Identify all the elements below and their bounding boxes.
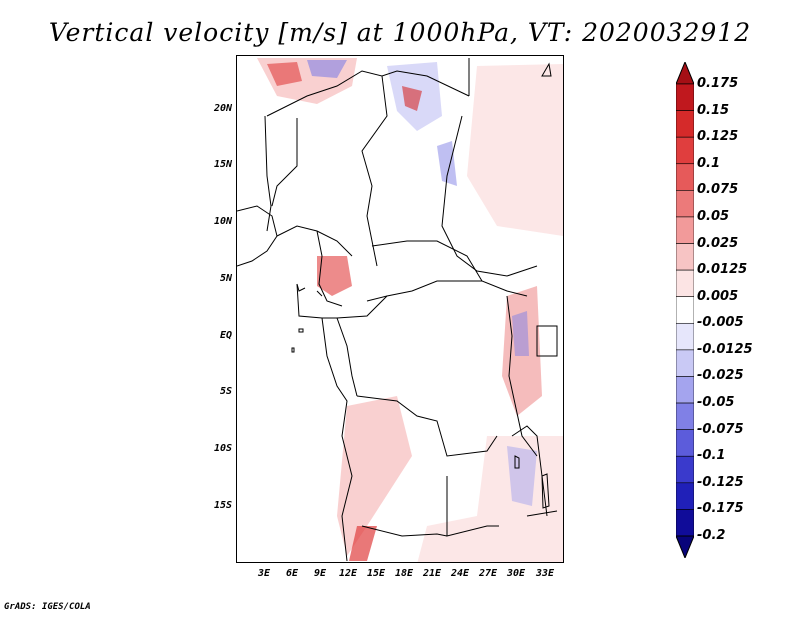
field-patch <box>437 141 457 186</box>
colorbar-segment <box>676 349 694 377</box>
velocity-field <box>257 58 563 562</box>
coastline <box>296 283 306 292</box>
colorbar-tick-label: 0.05 <box>697 208 730 224</box>
colorbar-segment <box>676 269 694 298</box>
lat-tick-label: 10N <box>213 216 232 227</box>
lon-tick-label: 9E <box>313 568 327 579</box>
field-patch <box>307 60 347 78</box>
border-line <box>446 476 499 537</box>
field-patch <box>337 396 412 556</box>
lon-tick-label: 18E <box>394 568 414 579</box>
map-panel <box>236 55 564 563</box>
border-line <box>316 230 343 307</box>
border-line <box>266 70 470 117</box>
field-patch <box>402 86 422 111</box>
border-line <box>511 425 548 517</box>
field-patch <box>467 64 563 236</box>
lon-tick-label: 15E <box>366 568 386 579</box>
lat-tick-label: 20N <box>213 103 232 114</box>
colorbar-tick-label: 0.175 <box>697 76 739 91</box>
colorbar-tick-label: -0.125 <box>697 474 744 490</box>
colorbar-tick-label: -0.175 <box>697 501 744 517</box>
colorbar-tick-label: 0.025 <box>697 235 739 251</box>
colorbar-tick-label: 0.125 <box>697 129 739 145</box>
field-patch <box>349 526 377 561</box>
border-line <box>264 115 272 232</box>
colorbar-tick-label: 0.1 <box>697 155 721 171</box>
colorbar-tick-label: -0.05 <box>697 395 735 411</box>
colorbar-tick-label: 0.005 <box>697 288 739 304</box>
lat-tick-label: 10S <box>213 443 232 454</box>
colorbar-segment <box>676 83 694 111</box>
colorbar-segment <box>676 136 694 165</box>
field-patch <box>317 256 352 296</box>
lon-tick-label: 6E <box>285 568 299 579</box>
lon-tick-label: 30E <box>506 568 526 579</box>
border-line <box>366 280 482 302</box>
colorbar-segment <box>676 482 694 510</box>
lake <box>514 455 520 469</box>
colorbar-segment <box>676 429 694 457</box>
colorbar-tick-label: -0.1 <box>697 448 726 464</box>
colorbar-bottom-arrow <box>676 535 694 558</box>
border-line <box>361 75 388 267</box>
coastline <box>316 290 323 297</box>
map-canvas <box>237 58 563 562</box>
colorbar-tick-label: -0.075 <box>697 421 744 437</box>
colorbar-tick-label: -0.2 <box>697 528 726 543</box>
chart-title: Vertical velocity [m/s] at 1000hPa, VT: … <box>48 18 752 47</box>
border-line <box>237 205 278 267</box>
colorbar-segment <box>676 110 694 138</box>
colorbar-tick-label: 0.0125 <box>697 262 748 278</box>
colorbar-segment <box>676 190 694 218</box>
lon-tick-label: 12E <box>338 568 358 579</box>
border-line <box>336 295 388 319</box>
border-line <box>526 510 558 517</box>
field-patch <box>512 311 529 356</box>
colorbar-segment <box>676 163 694 191</box>
border-line <box>506 295 538 457</box>
lon-tick-label: 24E <box>450 568 470 579</box>
lat-tick-label: 5N <box>219 273 232 284</box>
footer-credit: GrADS: IGES/COLA <box>4 602 91 612</box>
colorbar-tick-label: 0.075 <box>697 182 739 198</box>
lat-tick-label: 15N <box>213 159 232 170</box>
border-line <box>371 240 528 297</box>
island <box>291 347 295 353</box>
island <box>298 328 304 333</box>
lake <box>541 473 550 509</box>
lon-tick-label: 3E <box>257 568 271 579</box>
border-line <box>536 325 558 357</box>
colorbar-segment <box>676 322 694 351</box>
colorbar-segment <box>676 243 694 271</box>
field-patch <box>417 436 563 562</box>
colorbar-top-arrow <box>676 62 694 85</box>
field-patch <box>267 62 302 86</box>
colorbar-segment <box>676 376 694 404</box>
coastline <box>321 317 353 562</box>
colorbar-segment <box>676 402 694 430</box>
border-line <box>271 118 298 207</box>
lat-tick-label: 15S <box>213 500 232 511</box>
colorbar-tick-label: 0.15 <box>697 102 730 118</box>
colorbar-segment <box>676 296 694 324</box>
colorbar-segment <box>676 455 694 484</box>
colorbar-tick-label: -0.0125 <box>697 341 753 357</box>
lon-tick-label: 33E <box>535 568 555 579</box>
border-line <box>441 115 538 277</box>
lon-tick-label: 21E <box>422 568 442 579</box>
lat-tick-label: 5S <box>219 386 232 397</box>
border-line <box>541 62 552 77</box>
lon-tick-label: 27E <box>478 568 498 579</box>
colorbar-tick-label: -0.005 <box>697 315 744 331</box>
lat-tick-label: EQ <box>219 330 232 341</box>
map-borders <box>237 58 558 562</box>
border-line <box>356 395 498 457</box>
colorbar-segment <box>676 509 694 537</box>
border-line <box>361 525 448 537</box>
colorbar <box>676 62 694 558</box>
border-line <box>276 225 353 257</box>
colorbar-segment <box>676 216 694 244</box>
colorbar-tick-label: -0.025 <box>697 368 744 384</box>
